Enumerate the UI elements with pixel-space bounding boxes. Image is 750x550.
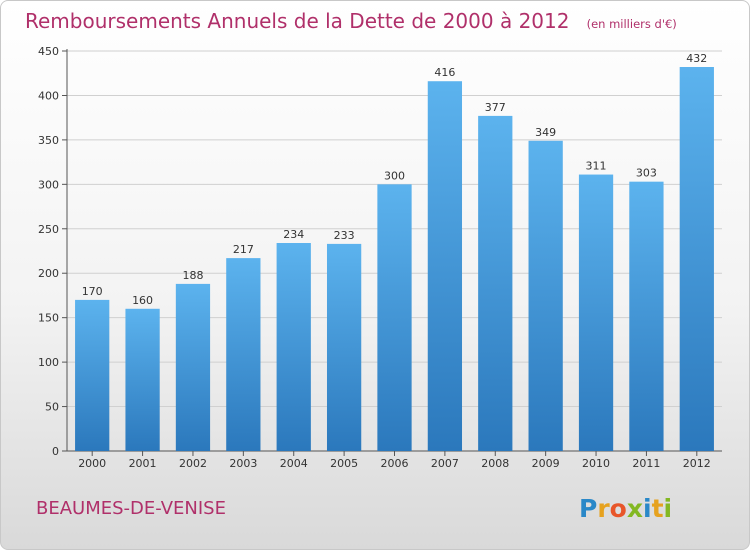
bar-2005 — [326, 243, 362, 451]
x-tick-label-2006: 2006 — [381, 457, 409, 470]
x-tick-label-2003: 2003 — [229, 457, 257, 470]
x-tick-label-2007: 2007 — [431, 457, 459, 470]
x-tick-label-2004: 2004 — [280, 457, 308, 470]
logo-letter: i — [664, 494, 673, 523]
value-label-2006: 300 — [384, 169, 405, 182]
value-label-2005: 233 — [334, 229, 355, 242]
bar-2002 — [175, 283, 211, 451]
bar-2006 — [377, 184, 412, 452]
x-tick-label-2010: 2010 — [582, 457, 610, 470]
chart-title: Remboursements Annuels de la Dette de 20… — [25, 9, 677, 33]
bar-2010 — [578, 174, 614, 452]
y-tick-label: 100 — [38, 356, 59, 369]
y-tick-label: 400 — [38, 89, 59, 102]
bar-2003 — [226, 258, 261, 451]
logo-letter: P — [579, 494, 597, 523]
bar-2011 — [629, 181, 664, 451]
value-label-2012: 432 — [686, 52, 707, 65]
bar-2007 — [427, 81, 463, 451]
y-tick-label: 0 — [52, 445, 59, 458]
y-tick-label: 450 — [38, 45, 59, 58]
x-axis-ticks: 2000 2001 2002 2003 2004 2005 2006 2007 2008 2009… — [78, 457, 711, 470]
value-label-2010: 311 — [586, 160, 607, 173]
y-axis-ticks: 0 50 100 150 200 250 300 350 400 450 — [38, 45, 59, 458]
logo-letter: r — [597, 494, 610, 523]
y-tick-label: 300 — [38, 178, 59, 191]
bar-2009 — [528, 140, 563, 451]
y-tick-label: 250 — [38, 223, 59, 236]
value-label-2002: 188 — [182, 269, 203, 282]
value-label-2000: 170 — [82, 285, 103, 298]
logo-letter: i — [643, 494, 652, 523]
x-tick-label-2000: 2000 — [78, 457, 106, 470]
y-tick-label: 350 — [38, 134, 59, 147]
y-tick-label: 200 — [38, 267, 59, 280]
proxiti-logo: Proxiti — [579, 494, 672, 523]
x-tick-label-2002: 2002 — [179, 457, 207, 470]
x-tick-label-2012: 2012 — [683, 457, 711, 470]
value-label-2003: 217 — [233, 243, 254, 256]
bar-2004 — [276, 243, 311, 451]
value-label-2001: 160 — [132, 294, 153, 307]
x-tick-label-2005: 2005 — [330, 457, 358, 470]
value-label-2008: 377 — [485, 101, 506, 114]
bar-2001 — [125, 308, 160, 451]
y-tick-label: 50 — [45, 401, 59, 414]
y-tick-label: 150 — [38, 312, 59, 325]
value-label-2009: 349 — [535, 126, 556, 139]
bar-2012 — [679, 67, 714, 451]
x-tick-label-2008: 2008 — [481, 457, 509, 470]
value-label-2007: 416 — [434, 66, 455, 79]
value-labels: 170 160 188 217 234 233 300 416 377 349 311 303 432 — [82, 52, 708, 307]
x-tick-label-2001: 2001 — [129, 457, 157, 470]
x-tick-label-2011: 2011 — [632, 457, 660, 470]
logo-letter: o — [610, 494, 627, 523]
x-tick-label-2009: 2009 — [532, 457, 560, 470]
bar-2000 — [75, 299, 110, 451]
logo-letter: t — [652, 494, 664, 523]
logo-letter: x — [627, 494, 643, 523]
bars — [75, 67, 714, 452]
value-label-2004: 234 — [283, 228, 304, 241]
bar-2008 — [478, 115, 513, 451]
location-name: BEAUMES-DE-VENISE — [36, 498, 226, 519]
value-label-2011: 303 — [636, 167, 657, 180]
